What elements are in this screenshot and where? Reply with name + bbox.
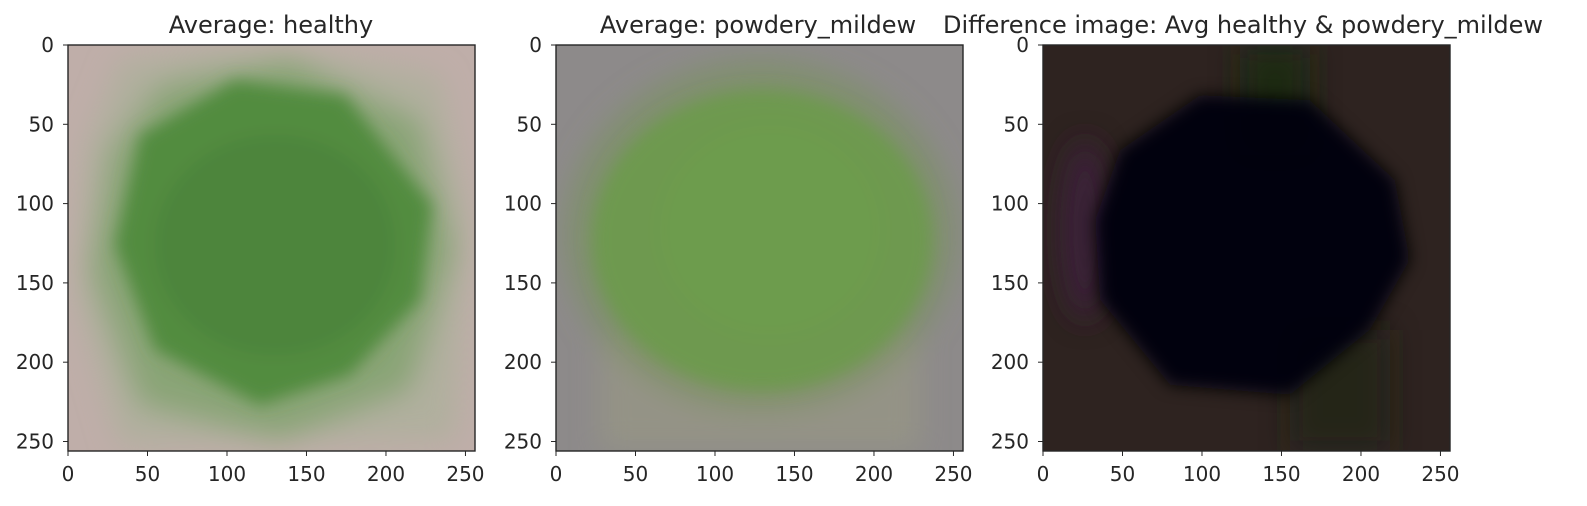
leaf-center [155, 135, 395, 355]
panel-title-healthy: Average: healthy [169, 11, 373, 39]
x-tick-label: 50 [135, 462, 160, 486]
axes-frame-healthy [67, 44, 476, 452]
y-tick-label: 250 [504, 429, 542, 453]
x-tick-label: 50 [623, 462, 648, 486]
axes-frame-powdery-mildew [555, 44, 964, 452]
x-tick-label: 200 [855, 462, 893, 486]
x-tick-label: 250 [446, 462, 484, 486]
y-tick-label: 150 [991, 271, 1029, 295]
y-tick-label: 200 [16, 350, 54, 374]
heatmap-image-powdery-mildew [556, 45, 963, 451]
y-tick-label: 50 [1004, 112, 1029, 136]
x-tick-label: 0 [550, 462, 563, 486]
heatmap-image-healthy [68, 45, 475, 451]
x-tick-label: 150 [775, 462, 813, 486]
panel-difference: Difference image: Avg healthy & powdery_… [943, 11, 1543, 452]
panel-healthy: Average: healthy [67, 11, 476, 452]
x-tick-label: 150 [287, 462, 325, 486]
panel-title-powdery-mildew: Average: powdery_mildew [600, 11, 916, 39]
x-tick-label: 150 [1262, 462, 1300, 486]
y-tick-label: 250 [991, 429, 1029, 453]
y-tick-label: 0 [529, 33, 542, 57]
leaf-dark-core [1095, 95, 1410, 395]
y-tick-label: 100 [991, 192, 1029, 216]
y-tick-label: 50 [517, 112, 542, 136]
panel-title-difference: Difference image: Avg healthy & powdery_… [943, 11, 1543, 39]
y-tick-label: 0 [41, 33, 54, 57]
x-tick-label: 250 [934, 462, 972, 486]
x-tick-label: 0 [1037, 462, 1050, 486]
y-tick-label: 250 [16, 429, 54, 453]
y-tick-label: 0 [1016, 33, 1029, 57]
x-tick-label: 100 [696, 462, 734, 486]
y-tick-label: 100 [504, 192, 542, 216]
left-purple-edge [1060, 140, 1110, 320]
x-tick-label: 200 [367, 462, 405, 486]
x-tick-label: 50 [1110, 462, 1135, 486]
y-tick-label: 200 [504, 350, 542, 374]
axis-ticks: 0 50 100 150 200 250 0 50 100 150 200 250 0 50 100 150 2… [16, 33, 1460, 486]
panel-powdery-mildew: Average: powdery_mildew [555, 11, 964, 452]
x-tick-label: 0 [62, 462, 75, 486]
axes-frame-difference [1042, 44, 1451, 452]
x-tick-label: 100 [208, 462, 246, 486]
heatmap-image-difference [1043, 45, 1450, 451]
y-tick-label: 200 [991, 350, 1029, 374]
y-tick-label: 150 [16, 271, 54, 295]
y-tick-label: 150 [504, 271, 542, 295]
x-tick-label: 250 [1421, 462, 1459, 486]
y-tick-label: 100 [16, 192, 54, 216]
leaf-center [660, 125, 880, 335]
x-tick-label: 100 [1183, 462, 1221, 486]
x-tick-label: 200 [1342, 462, 1380, 486]
y-tick-label: 50 [29, 112, 54, 136]
